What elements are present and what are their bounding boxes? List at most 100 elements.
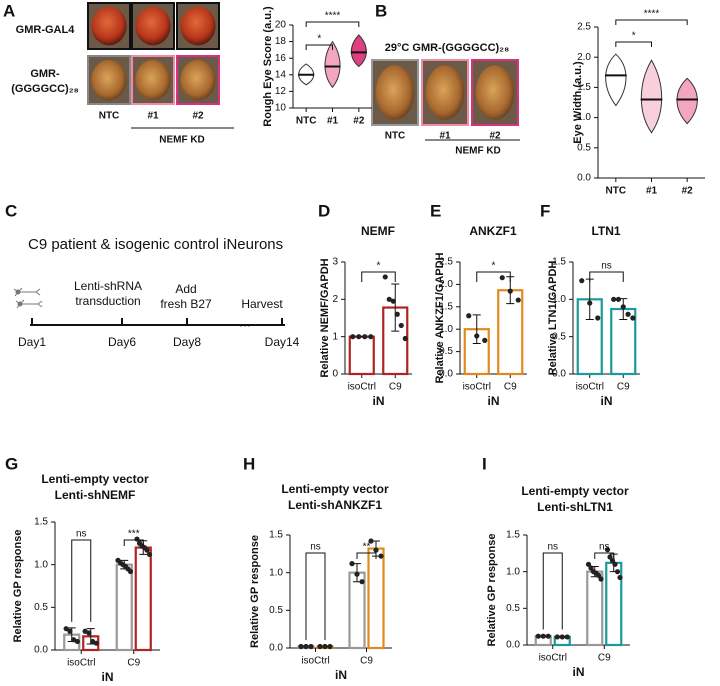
data-point: [359, 579, 365, 585]
data-point: [587, 300, 593, 306]
data-point: [564, 634, 570, 640]
x-tick-label: C9: [598, 653, 611, 664]
event-label: fresh B27: [160, 297, 212, 311]
column-label: #1: [439, 131, 451, 142]
day-label: Day8: [173, 335, 201, 349]
x-axis-label: iN: [601, 394, 613, 408]
panel-label: E: [430, 201, 441, 220]
data-point: [499, 275, 505, 281]
data-point: [368, 334, 374, 340]
x-tick-label: C9: [127, 658, 140, 669]
legend-label: Lenti-empty vector: [41, 472, 149, 486]
x-tick-label: #1: [327, 116, 339, 127]
data-point: [515, 297, 521, 303]
y-tick-label: 2.5: [439, 257, 453, 268]
data-point: [298, 643, 304, 650]
bar: [348, 335, 375, 376]
day-label: Day14: [265, 335, 300, 349]
data-point: [615, 296, 622, 302]
legend-label: Lenti-empty vector: [521, 484, 629, 498]
panel-label: D: [318, 201, 330, 220]
significance-bracket: [615, 41, 652, 47]
y-tick-label: 20: [275, 20, 287, 31]
column-label: NTC: [385, 131, 406, 142]
eye-image-eye: [91, 59, 127, 101]
y-axis-label: Relative ANKZF1/GAPDH: [434, 252, 446, 383]
y-axis-label: Relative GP response: [486, 534, 498, 647]
y-tick-label: 0.5: [34, 602, 48, 613]
violin: [640, 59, 663, 134]
chart-title: NEMF: [361, 224, 395, 238]
y-tick-label: 1.0: [34, 559, 48, 570]
eye-image-eye: [375, 65, 415, 120]
y-tick-label: 1.0: [506, 566, 520, 577]
x-axis-label: iN: [373, 394, 385, 408]
y-tick-label: 14: [275, 69, 287, 80]
data-point: [350, 334, 356, 340]
y-tick-label: 1.0: [577, 112, 591, 123]
significance-label: **: [363, 542, 371, 553]
panel-label: H: [243, 454, 255, 473]
panel-label: A: [3, 1, 15, 20]
data-point: [466, 313, 472, 319]
data-point: [63, 626, 69, 632]
significance-bracket: [615, 19, 688, 25]
event-label: Lenti-shRNA: [74, 279, 142, 293]
data-point: [93, 640, 99, 646]
group-label: NEMF KD: [455, 146, 501, 157]
significance-bracket: [71, 539, 92, 622]
y-tick-label: 3: [332, 257, 338, 268]
data-point: [386, 296, 392, 302]
significance-bracket: [589, 271, 624, 282]
y-tick-label: 0: [332, 369, 338, 380]
x-tick-label: C9: [617, 382, 630, 393]
data-point: [617, 574, 623, 581]
legend-label: Lenti-shNEMF: [55, 488, 136, 502]
significance-label: ****: [644, 9, 660, 20]
bar: [586, 570, 604, 647]
significance-label: ns: [547, 542, 558, 553]
row-label: GMR-GAL4: [16, 24, 76, 36]
bar: [497, 289, 524, 376]
data-point: [604, 547, 611, 553]
significance-label: ****: [325, 11, 341, 22]
significance-bracket: [476, 271, 511, 282]
data-point: [86, 630, 92, 636]
y-tick-label: 2.5: [577, 22, 591, 33]
data-point: [362, 334, 368, 340]
panel-label: G: [5, 454, 18, 473]
x-tick-label: NTC: [296, 116, 317, 127]
significance-label: ***: [128, 529, 140, 540]
day-label: Day6: [108, 335, 136, 349]
data-point: [540, 633, 546, 639]
legend-label: Lenti-shLTN1: [537, 500, 613, 514]
panel-label: B: [375, 1, 387, 20]
y-tick-label: 0.5: [552, 331, 566, 342]
bar: [463, 328, 490, 376]
neuron-icon-body: [15, 289, 21, 295]
x-axis-label: iN: [102, 670, 114, 684]
row-label: (GGGGCC)₂₈: [11, 83, 78, 95]
eye-image-eye: [135, 6, 171, 46]
x-axis-label: iN: [488, 394, 500, 408]
data-point: [303, 643, 309, 650]
panel-label: F: [540, 201, 550, 220]
chart-title: LTN1: [591, 224, 620, 238]
y-tick-label: 2: [332, 294, 338, 305]
chart-title: ANKZF1: [469, 224, 517, 238]
data-point: [74, 638, 80, 645]
y-tick-label: 0.5: [506, 603, 520, 614]
data-point: [327, 643, 333, 650]
significance-bracket: [305, 552, 326, 641]
bar: [115, 563, 133, 652]
significance-label: ns: [599, 542, 610, 553]
eye-image-eye: [180, 59, 216, 101]
y-tick-label: 1.5: [269, 530, 283, 541]
x-tick-label: NTC: [606, 186, 627, 197]
significance-bracket: [542, 552, 563, 630]
y-tick-label: 1.0: [269, 567, 283, 578]
event-label: transduction: [75, 294, 140, 308]
day-label: Day1: [18, 335, 46, 349]
diagram-title: C9 patient & isogenic control iNeurons: [28, 236, 283, 253]
